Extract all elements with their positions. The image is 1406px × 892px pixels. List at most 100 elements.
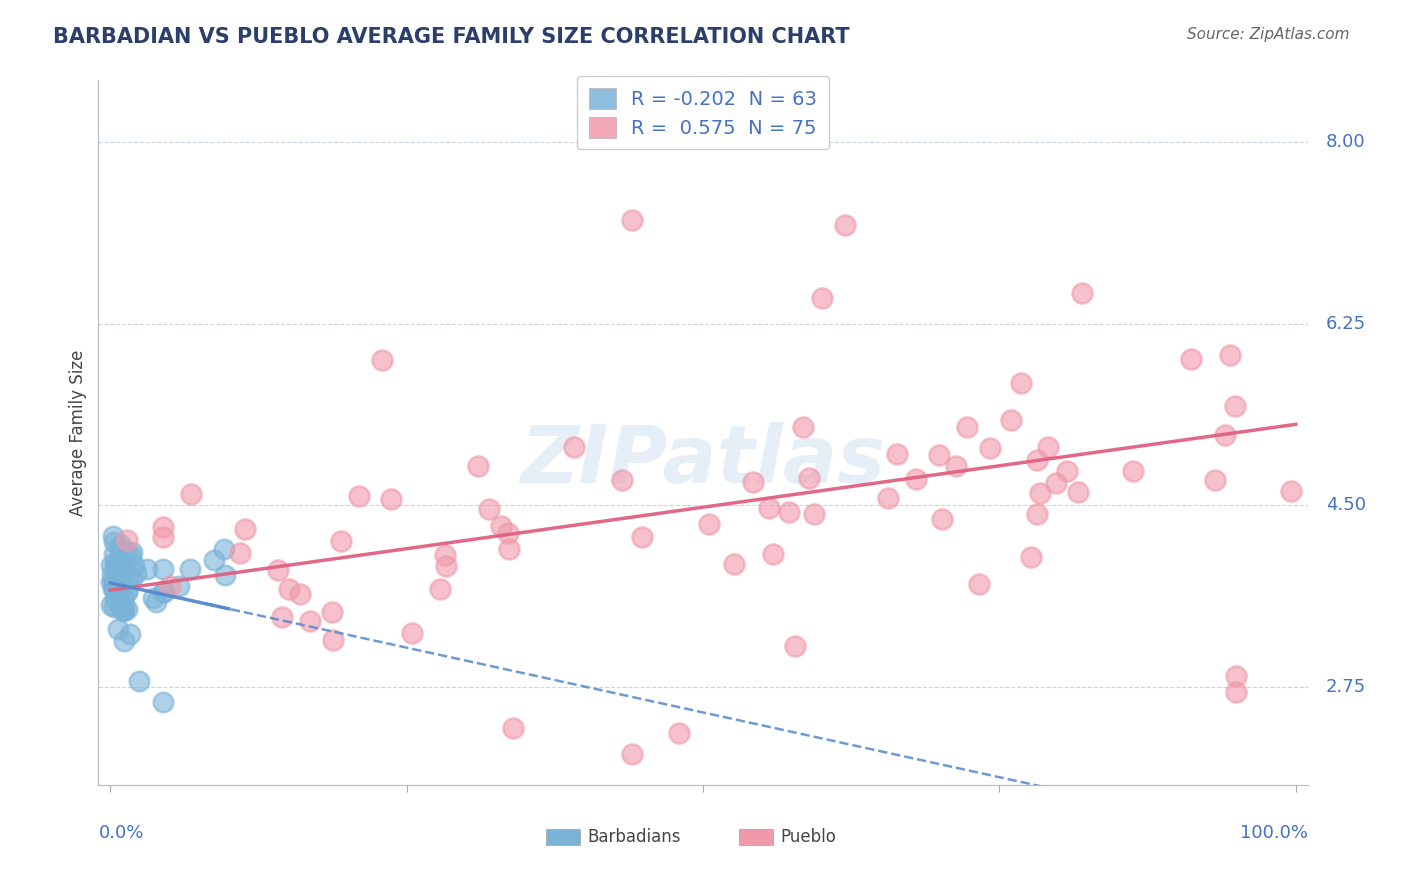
Point [478, 501, 501, 516]
Point [159, 579, 181, 593]
Text: 100.0%: 100.0% [1240, 823, 1308, 842]
Point [1219, 348, 1241, 362]
Point [278, 582, 301, 597]
Text: 6.25: 6.25 [1326, 315, 1365, 333]
Point [1045, 475, 1067, 490]
Point [112, 604, 135, 618]
Point [502, 721, 524, 735]
Point [135, 562, 157, 576]
Point [214, 567, 236, 582]
Text: ZIPatlas: ZIPatlas [520, 422, 886, 500]
Point [110, 558, 132, 573]
Point [904, 471, 927, 485]
Point [1180, 351, 1202, 366]
Text: 2.75: 2.75 [1326, 678, 1367, 696]
Point [467, 459, 489, 474]
Point [1223, 399, 1246, 413]
Point [117, 584, 139, 599]
Point [1019, 549, 1042, 564]
Point [229, 546, 252, 560]
Point [783, 639, 806, 653]
Point [562, 440, 585, 454]
Point [799, 471, 821, 485]
Point [115, 585, 138, 599]
Text: 0.0%: 0.0% [98, 823, 143, 842]
Point [105, 582, 128, 596]
Point [104, 592, 127, 607]
Point [778, 505, 800, 519]
Point [111, 564, 134, 578]
Point [429, 582, 451, 596]
Point [1036, 440, 1059, 454]
Point [142, 591, 165, 605]
Point [121, 571, 143, 585]
Text: 4.50: 4.50 [1326, 496, 1365, 514]
Point [212, 541, 235, 556]
Point [792, 420, 814, 434]
Point [103, 548, 125, 562]
Text: BARBADIAN VS PUEBLO AVERAGE FAMILY SIZE CORRELATION CHART: BARBADIAN VS PUEBLO AVERAGE FAMILY SIZE … [53, 27, 851, 46]
Point [121, 545, 143, 559]
Point [498, 541, 520, 556]
Point [1026, 508, 1049, 522]
Point [1025, 453, 1047, 467]
Point [877, 491, 900, 505]
Point [152, 520, 174, 534]
Point [945, 458, 967, 473]
Point [401, 626, 423, 640]
Point [112, 603, 135, 617]
Point [100, 598, 122, 612]
Point [1279, 483, 1302, 498]
Point [105, 562, 128, 576]
Point [111, 565, 134, 579]
Point [1071, 285, 1094, 300]
Point [153, 584, 176, 599]
Point [322, 632, 344, 647]
Point [128, 674, 150, 689]
Point [620, 213, 643, 227]
Point [112, 557, 135, 571]
Point [955, 419, 977, 434]
Point [810, 291, 832, 305]
Point [1122, 464, 1144, 478]
Point [115, 602, 138, 616]
Text: Barbadians: Barbadians [586, 828, 681, 847]
Point [152, 562, 174, 576]
Point [180, 486, 202, 500]
Legend: R = -0.202  N = 63, R =  0.575  N = 75: R = -0.202 N = 63, R = 0.575 N = 75 [576, 76, 830, 149]
Text: Source: ZipAtlas.com: Source: ZipAtlas.com [1187, 27, 1350, 42]
Point [108, 540, 131, 554]
Point [204, 553, 226, 567]
Point [489, 518, 512, 533]
Point [105, 590, 128, 604]
Point [928, 448, 950, 462]
Point [152, 585, 174, 599]
Text: 8.00: 8.00 [1326, 134, 1365, 152]
Point [1056, 464, 1078, 478]
Point [321, 605, 343, 619]
Point [112, 599, 135, 614]
Point [100, 566, 122, 581]
Point [380, 492, 402, 507]
Point [121, 549, 143, 563]
Point [107, 588, 129, 602]
Point [110, 538, 132, 552]
Point [120, 627, 142, 641]
Point [433, 549, 456, 563]
Point [979, 441, 1001, 455]
Point [145, 595, 167, 609]
Point [298, 615, 321, 629]
Point [117, 572, 139, 586]
Point [723, 557, 745, 571]
Point [1204, 473, 1226, 487]
Point [347, 489, 370, 503]
Point [329, 534, 352, 549]
Point [762, 547, 785, 561]
Point [697, 516, 720, 531]
Point [267, 563, 290, 577]
Point [1029, 486, 1052, 500]
Point [114, 546, 136, 560]
Point [101, 529, 124, 543]
Point [100, 558, 122, 573]
Point [103, 534, 125, 549]
